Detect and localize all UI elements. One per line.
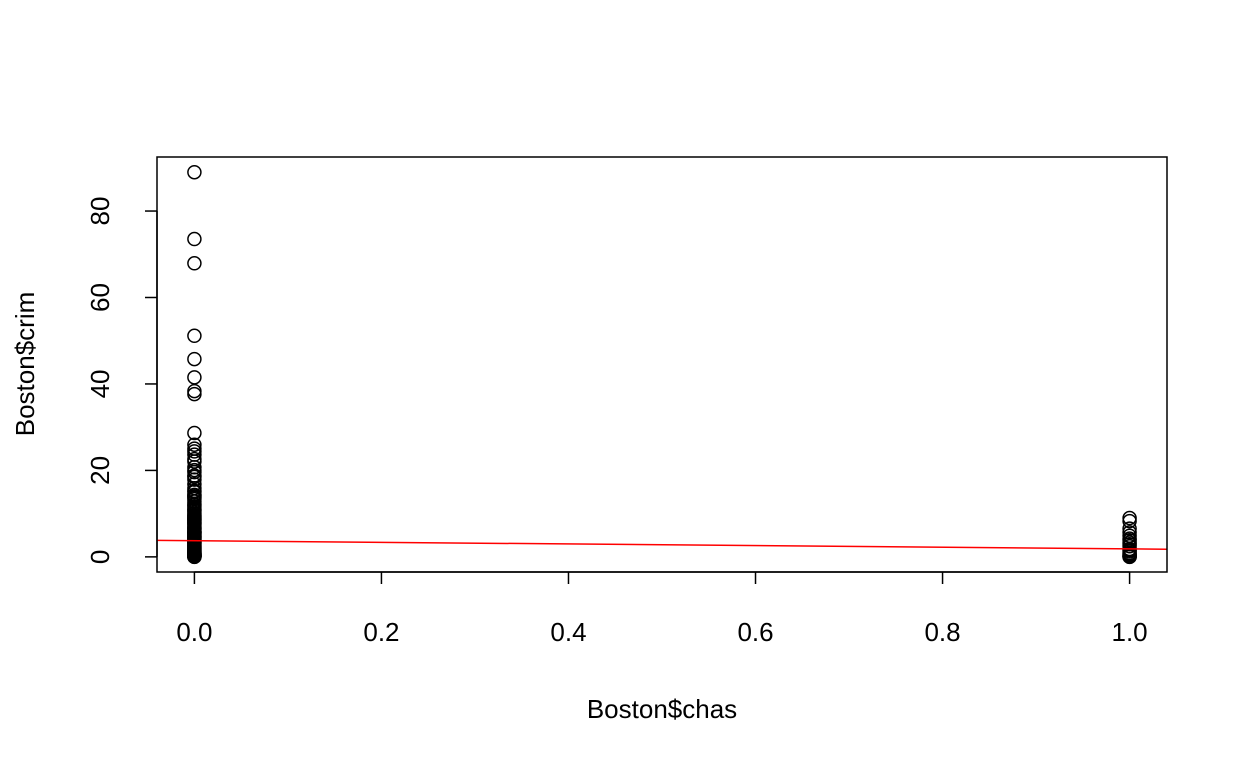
x-tick-label: 1.0 xyxy=(1112,617,1148,647)
y-tick-label: 0 xyxy=(85,550,115,564)
data-point xyxy=(1122,549,1137,565)
data-point xyxy=(1122,521,1137,536)
data-point xyxy=(187,549,202,565)
data-point xyxy=(187,328,202,344)
data-point xyxy=(187,383,202,399)
data-point xyxy=(187,386,202,402)
x-axis: 0.0 0.2 0.4 0.6 0.8 1.0 xyxy=(176,571,1148,647)
data-point xyxy=(187,370,202,385)
data-point xyxy=(187,351,202,367)
data-point xyxy=(187,231,202,247)
regression-line xyxy=(156,539,1168,550)
y-tick-label: 80 xyxy=(85,197,115,226)
data-point xyxy=(187,256,202,271)
y-axis-label: Boston$crim xyxy=(10,292,40,437)
data-point xyxy=(187,164,202,180)
x-tick-label: 0.8 xyxy=(924,617,960,647)
data-point xyxy=(1122,513,1137,529)
data-point xyxy=(187,425,202,441)
y-axis: 0 20 40 60 80 xyxy=(85,197,158,564)
data-point xyxy=(1122,525,1137,540)
data-point xyxy=(187,437,202,452)
y-tick-label: 20 xyxy=(85,456,115,485)
y-tick-label: 40 xyxy=(85,369,115,398)
x-tick-label: 0.0 xyxy=(176,617,212,647)
x-tick-label: 0.2 xyxy=(363,617,399,647)
plot-frame xyxy=(156,156,1168,573)
data-point xyxy=(187,464,202,480)
x-axis-label: Boston$chas xyxy=(587,694,737,724)
y-tick-label: 60 xyxy=(85,283,115,312)
x-tick-label: 0.6 xyxy=(737,617,773,647)
data-points xyxy=(187,164,1137,565)
data-point xyxy=(187,454,202,469)
x-tick-label: 0.4 xyxy=(550,617,586,647)
